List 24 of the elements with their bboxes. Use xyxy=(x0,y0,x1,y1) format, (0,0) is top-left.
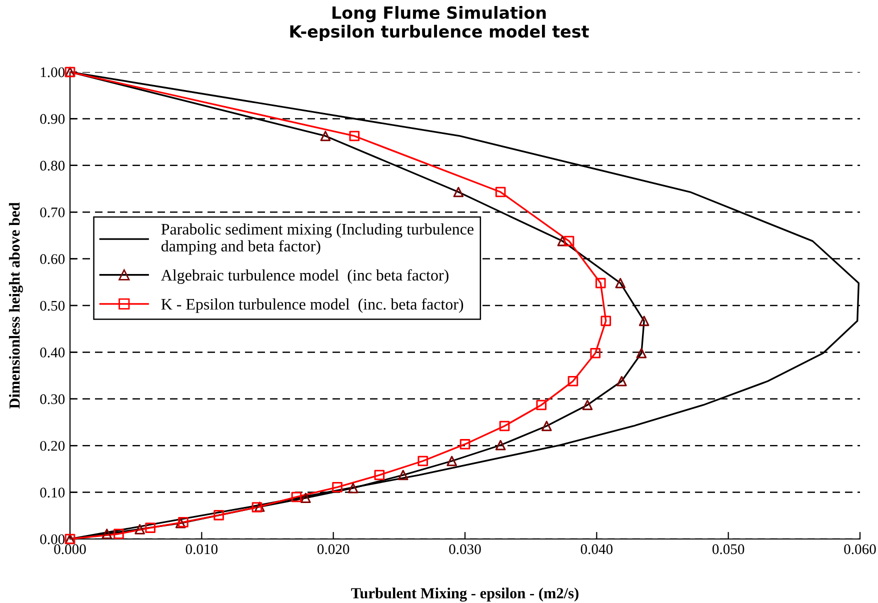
y-axis-title: Dimensionless height above bed xyxy=(8,202,23,409)
y-tick-label: 0.10 xyxy=(40,488,65,498)
y-tick-label: 0.60 xyxy=(40,254,65,264)
x-tick-label: 0.020 xyxy=(317,544,350,554)
x-tick-label: 0.040 xyxy=(580,544,613,554)
legend-label: K - Epsilon turbulence model (inc. beta factor) xyxy=(161,298,464,313)
y-tick-label: 0.90 xyxy=(40,114,65,124)
y-tick-label: 0.20 xyxy=(40,440,65,451)
y-tick-label: 0.30 xyxy=(40,394,65,404)
x-tick-label: 0.050 xyxy=(712,544,744,554)
legend-label: Parabolic sediment mixing (Including turbulence damping and beta factor) xyxy=(161,223,474,255)
x-tick-label: 0.030 xyxy=(449,544,481,554)
x-axis-title: Turbulent Mixing - epsilon - (m2/s) xyxy=(351,588,578,602)
y-tick-label: 0.50 xyxy=(40,300,65,311)
y-tick-label: 1.00 xyxy=(40,67,65,78)
x-tick-label: 0.060 xyxy=(844,544,876,554)
legend-label: Algebraic turbulence model (inc beta factor) xyxy=(161,269,448,284)
y-tick-label: 0.40 xyxy=(40,348,65,358)
y-tick-label: 0.80 xyxy=(40,160,65,171)
chart-title: Long Flume Simulation K-epsilon turbulence model test xyxy=(290,6,589,41)
y-tick-label: 0.00 xyxy=(40,534,65,544)
x-tick-label: 0.000 xyxy=(54,544,86,554)
x-tick-label: 0.010 xyxy=(186,544,218,554)
y-tick-label: 0.70 xyxy=(40,207,65,218)
